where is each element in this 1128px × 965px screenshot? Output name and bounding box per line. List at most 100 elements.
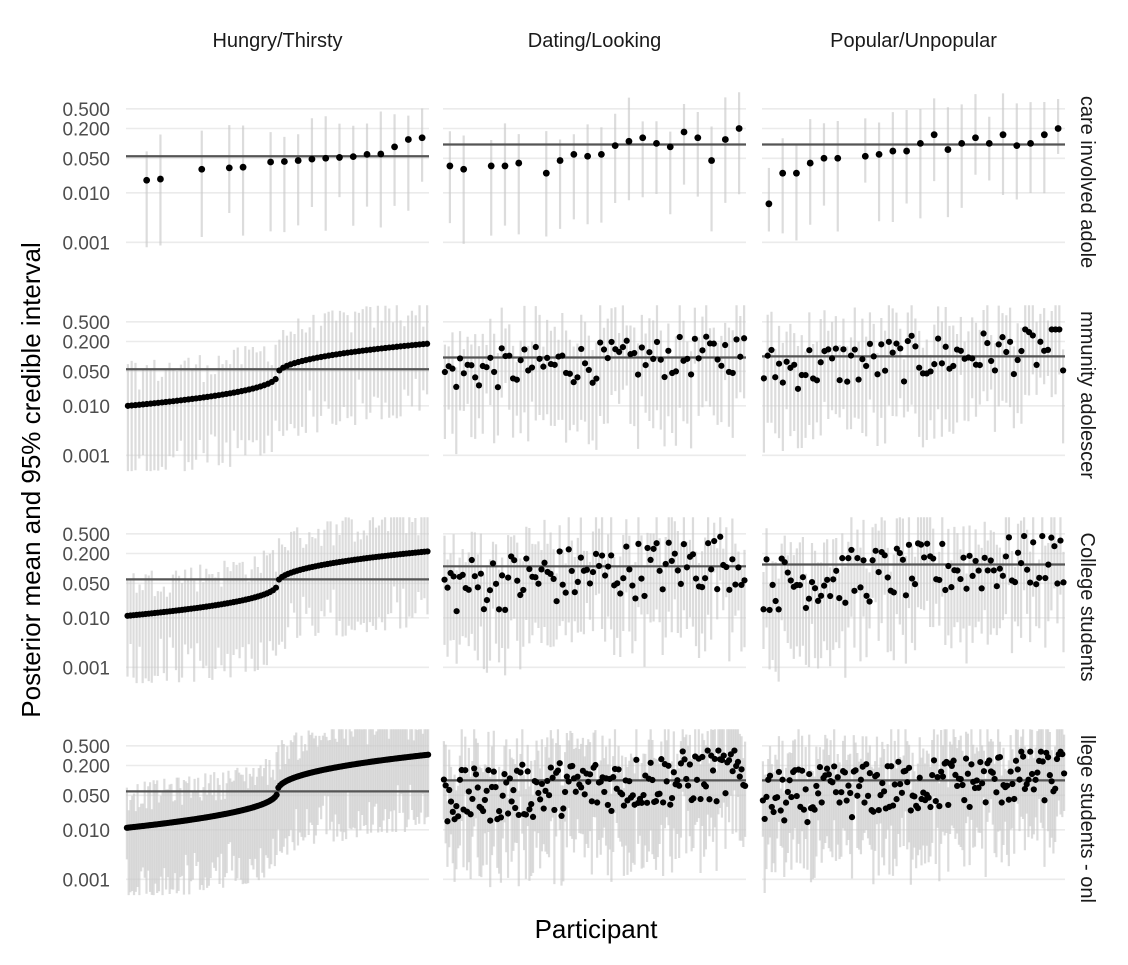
data-point: [942, 586, 949, 594]
data-point: [272, 584, 280, 591]
data-point: [1030, 539, 1037, 546]
data-point: [349, 153, 357, 161]
data-point: [874, 371, 881, 378]
data-point: [891, 781, 898, 788]
data-point: [959, 781, 966, 789]
data-point: [444, 818, 451, 825]
data-point: [726, 586, 733, 593]
data-point: [770, 808, 777, 816]
data-point: [930, 555, 937, 562]
data-point: [639, 134, 647, 142]
data-point: [615, 766, 622, 773]
data-point: [911, 581, 919, 588]
data-point: [991, 775, 998, 783]
data-point: [676, 333, 683, 341]
data-point: [843, 797, 850, 804]
data-point: [830, 576, 837, 583]
data-point: [468, 556, 475, 564]
data-point: [640, 791, 647, 799]
data-point: [674, 777, 681, 784]
data-point: [998, 799, 1005, 806]
data-point: [841, 769, 848, 776]
data-point: [838, 789, 845, 796]
data-point: [505, 574, 512, 581]
data-point: [784, 788, 791, 796]
data-point: [626, 566, 633, 573]
data-point: [980, 330, 987, 337]
data-point: [635, 540, 642, 547]
data-point: [571, 589, 578, 596]
data-point: [558, 812, 565, 819]
data-point: [517, 769, 524, 776]
data-point: [1044, 754, 1052, 761]
data-point: [961, 797, 968, 804]
data-point: [885, 338, 892, 345]
data-point: [760, 606, 767, 613]
data-point: [465, 788, 472, 795]
data-point: [490, 768, 497, 775]
data-point: [796, 581, 803, 589]
data-point: [802, 371, 809, 379]
data-point: [617, 590, 624, 597]
data-point: [811, 806, 818, 813]
data-point: [440, 776, 447, 783]
data-point: [322, 154, 330, 162]
data-point: [1011, 579, 1019, 586]
data-point: [239, 163, 247, 171]
data-point: [763, 556, 770, 563]
data-point: [1034, 769, 1041, 776]
data-point: [766, 772, 774, 779]
data-point: [1024, 566, 1031, 573]
data-point: [693, 776, 701, 783]
data-point: [483, 364, 490, 371]
data-point: [972, 557, 979, 565]
data-point: [653, 139, 660, 147]
data-point: [980, 768, 988, 775]
data-point: [610, 773, 617, 781]
data-point: [679, 748, 686, 755]
data-point: [799, 574, 807, 581]
data-point: [653, 540, 660, 547]
data-point: [735, 564, 742, 571]
data-point: [806, 159, 814, 167]
y-tick-label: 0.001: [62, 233, 110, 254]
data-point: [703, 333, 710, 340]
data-point: [657, 356, 664, 363]
data-point: [671, 550, 678, 557]
data-point: [893, 796, 900, 803]
data-point: [504, 810, 512, 817]
data-point: [502, 606, 509, 613]
data-point: [585, 778, 592, 785]
data-point: [986, 757, 993, 764]
data-point: [1039, 532, 1046, 540]
data-point: [701, 575, 709, 582]
data-point: [929, 772, 936, 779]
data-point: [625, 137, 633, 145]
data-point: [831, 763, 838, 770]
data-point: [832, 789, 840, 796]
data-point: [537, 796, 544, 803]
data-point: [533, 779, 540, 786]
data-point: [556, 548, 563, 555]
data-point: [695, 355, 702, 362]
data-point: [481, 796, 488, 804]
data-point: [880, 788, 888, 795]
data-point: [813, 782, 820, 790]
y-tick-label: 0.200: [62, 119, 110, 140]
data-point: [916, 364, 923, 371]
data-point: [474, 584, 481, 591]
data-point: [861, 799, 868, 806]
data-point: [775, 360, 783, 367]
data-point: [981, 554, 988, 561]
data-point: [954, 567, 961, 574]
data-point: [800, 806, 807, 813]
facet-row-label: mmunity adolescer: [1076, 311, 1098, 479]
data-point: [869, 557, 876, 564]
data-point: [471, 765, 478, 772]
data-point: [834, 774, 841, 781]
data-point: [881, 552, 888, 559]
data-point: [1014, 549, 1022, 556]
data-point: [650, 545, 657, 552]
data-point: [714, 586, 721, 593]
data-point: [806, 347, 813, 354]
